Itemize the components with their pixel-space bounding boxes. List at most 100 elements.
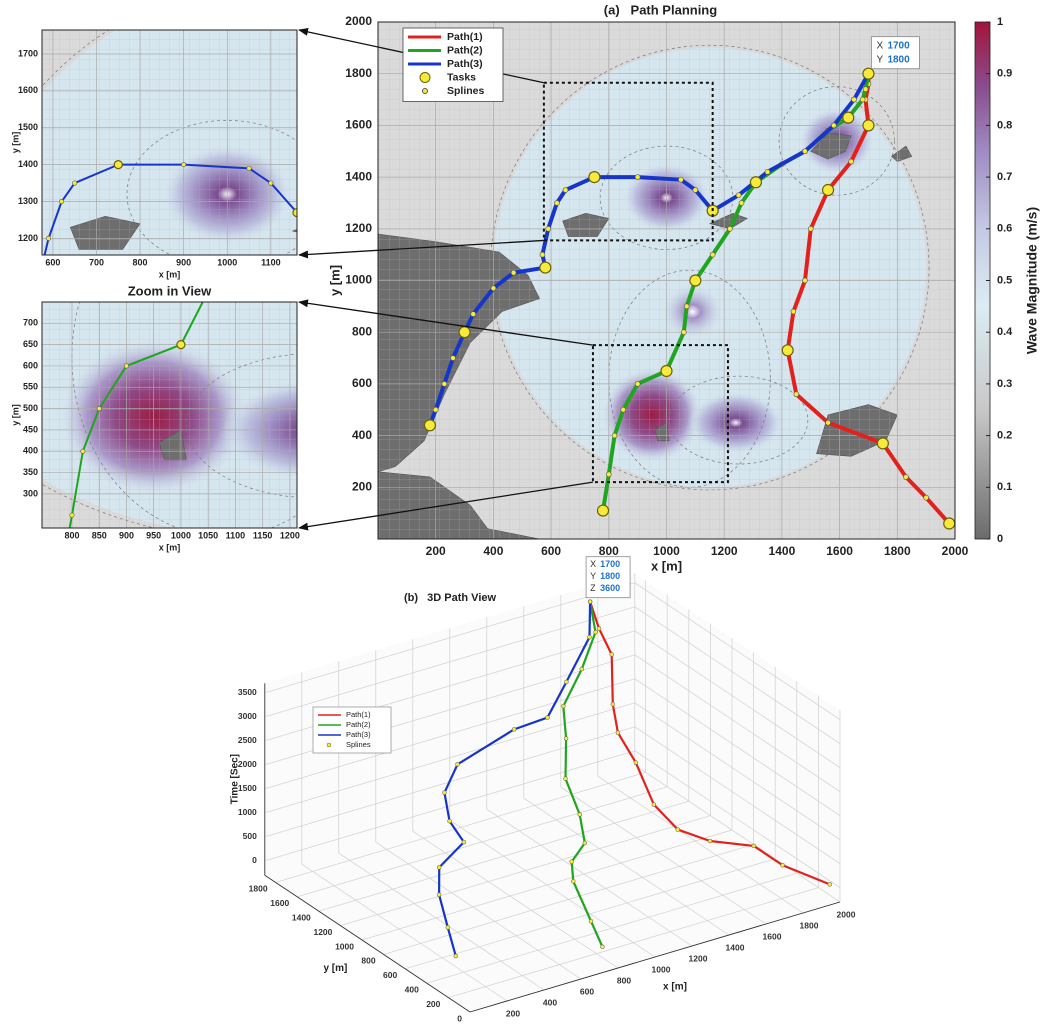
datatip-value: 1700 [600,559,620,569]
spline-point [852,97,857,102]
x-tick-label: 900 [119,530,134,540]
spline-point [924,495,929,500]
spline-point [546,226,551,231]
y-tick-label: 1600 [18,85,38,95]
spline-point [46,236,50,240]
task-point [540,262,551,273]
spline-point [708,839,712,843]
z-tick-label: 2000 [238,759,257,769]
datatip-value: 3600 [600,583,620,593]
spline-point [563,188,568,193]
colorbar-tick-label: 0.7 [997,171,1012,183]
y-tick-label: 800 [361,956,375,966]
y-tick-label: 1400 [345,169,372,183]
spline-point [462,840,466,844]
spline-point [527,0,531,1]
spline-point [138,587,142,591]
task-point [346,29,354,37]
spline-point [802,149,807,154]
spline-point [794,392,799,397]
spline-point [903,474,908,479]
spline-point [727,226,732,231]
spline-point [530,15,534,19]
z-tick-label: 1000 [238,807,257,817]
datatip-key: X [876,40,883,51]
task-point [711,592,719,600]
z-tick-label: 2500 [238,735,257,745]
task-point [823,185,834,196]
spline-point [348,31,352,35]
spline-point [397,1,401,5]
colorbar-tick-label: 0.1 [997,481,1012,493]
datatip-key: Z [590,583,596,593]
colorbar-tick-label: 0.2 [997,430,1012,442]
y-tick-label: 1600 [345,118,372,132]
spline-point [446,925,450,929]
spline-point [676,828,680,832]
spline-point [299,108,303,112]
x-tick-label: 1200 [689,953,708,963]
minor-grid [42,30,297,255]
spline-point [561,704,565,708]
page: {"chart_data": [ {"type": "line", "title… [0,0,1044,1031]
figure: 2004006008001000120014001600180020002004… [0,0,1044,1031]
spline-point [43,23,47,27]
y-tick-label: 2000 [345,14,372,28]
y-tick-label: 600 [383,970,397,980]
y-tick-label: 0 [457,1013,462,1023]
z-tick-label: 0 [252,855,257,865]
y-tick-label: 200 [352,479,372,493]
legend-label: Path(1) [346,710,371,719]
spline-point [681,330,686,335]
colorbar-tick-label: 0.5 [997,274,1012,286]
spline-point [512,727,516,731]
x-tick-label: 800 [133,257,148,267]
spline-point [863,87,868,92]
y-tick-label: 400 [405,984,419,994]
chart-title: Zoom in View [128,283,212,298]
y-tick-label: 1800 [249,884,268,894]
y-tick-label: 1000 [335,941,354,951]
legend-swatch [423,89,428,94]
x-tick-label: 850 [92,530,107,540]
y-tick-label: 700 [23,318,38,328]
y-tick-label: 1200 [313,927,332,937]
x-tick-label: 1200 [711,544,738,558]
spline-point [437,893,441,897]
y-tick-label: 650 [23,339,38,349]
x-tick-label: 600 [580,986,594,996]
spline-point [334,188,338,192]
spline-point [124,364,128,368]
spline-point [269,181,273,185]
y-axis-label: y [m] [327,265,342,296]
island [293,216,350,238]
spline-point [97,406,101,410]
z-tick-label: 3500 [238,687,257,697]
legend-label: Path(1) [447,31,483,43]
spline-point [612,433,617,438]
x-axis-label: x [m] [651,558,682,573]
spline-point [610,653,614,657]
spline-point [181,162,185,166]
spline-point [451,356,456,361]
y-tick-label: 1000 [345,273,372,287]
x-tick-label: 1050 [198,530,218,540]
task-point [424,420,435,431]
x-tick-label: 600 [45,257,60,267]
colorbar-tick-label: 0.3 [997,378,1012,390]
x-tick-label: 800 [599,544,619,558]
spline-point [59,573,63,577]
spline-point [808,226,813,231]
wave-vortex [432,0,574,21]
legend-swatch [420,73,430,83]
task-point [863,120,874,131]
spline-point [70,513,74,517]
spline-point [564,777,568,781]
y-tick-label: 350 [23,467,38,477]
colorbar-tick-label: 1 [997,16,1003,28]
x-tick-label: 1400 [769,544,796,558]
datatip-value: 1700 [887,40,910,51]
task-point [782,345,793,356]
task-point [57,571,65,579]
spline-point [802,278,807,283]
